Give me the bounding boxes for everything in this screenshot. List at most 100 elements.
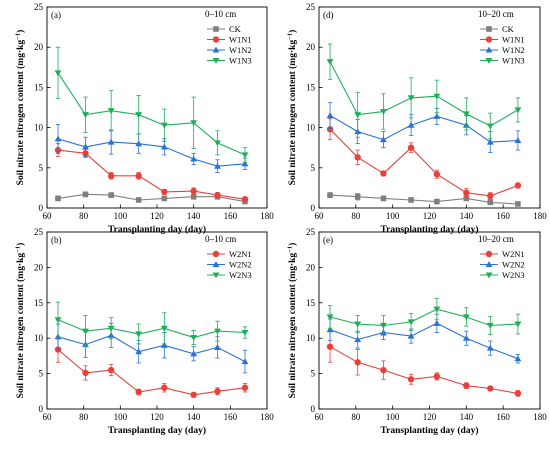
data-point-3 <box>407 121 415 128</box>
depth-label: 0–10 cm <box>205 9 236 19</box>
x-tick-label: 60 <box>315 211 325 221</box>
legend-label: W1N1 <box>502 35 525 45</box>
data-point-2 <box>380 366 387 374</box>
y-tick-label: 20 <box>306 42 316 52</box>
data-point-1 <box>354 321 362 328</box>
data-point-0 <box>326 343 334 350</box>
x-tick-label: 140 <box>187 211 201 221</box>
y-tick-label: 25 <box>306 2 316 12</box>
data-point-3 <box>407 144 415 151</box>
data-point-3 <box>407 95 415 102</box>
data-point-7 <box>241 195 249 203</box>
data-point-4 <box>433 93 441 100</box>
y-axis-title-main: Soil nitrate nitrogen content (mg·kg <box>287 40 298 186</box>
data-point-4 <box>160 143 168 150</box>
panel-label: (d) <box>323 10 334 20</box>
depth-label: 10–20 cm <box>478 234 514 244</box>
data-point-legend-3 <box>212 57 220 64</box>
data-point-4 <box>433 306 441 313</box>
data-point-6 <box>214 328 221 335</box>
data-point-3 <box>135 388 142 396</box>
x-axis: 60 80 100 120 140 160 180 <box>43 405 274 422</box>
series-line <box>329 115 518 143</box>
series-CK <box>55 191 248 205</box>
data-point-5 <box>190 334 198 341</box>
data-point-2 <box>107 108 115 115</box>
y-tick-label: 5 <box>39 369 44 379</box>
y-tick-label: 25 <box>34 2 44 12</box>
y-axis-title-sup: −1 <box>287 246 294 253</box>
y-axis-title-tail: ) <box>287 243 298 246</box>
data-point-legend-1 <box>485 36 493 43</box>
data-point-3 <box>135 172 142 180</box>
x-tick-label: 160 <box>224 211 238 221</box>
y-tick-label: 10 <box>34 123 44 133</box>
data-point-7 <box>514 107 522 114</box>
x-tick-label: 160 <box>496 211 510 221</box>
series-line <box>330 194 518 205</box>
series-line <box>57 149 246 200</box>
data-point-6 <box>486 344 494 351</box>
data-point-7 <box>514 355 522 362</box>
series-W2N3 <box>54 301 249 348</box>
data-point-legend-1 <box>485 261 493 268</box>
legend-label: CK <box>502 24 515 34</box>
data-point-6 <box>214 388 221 395</box>
data-point-legend-3 <box>485 57 493 64</box>
data-point-4 <box>433 112 441 119</box>
data-point-4 <box>160 325 168 332</box>
data-point-legend-0 <box>212 250 220 258</box>
y-axis-title-tail: ) <box>287 30 298 33</box>
x-tick-label: 180 <box>260 412 274 422</box>
x-tick-label: 100 <box>386 211 400 221</box>
series-W1N3 <box>326 43 522 140</box>
data-point-legend-2 <box>212 272 220 279</box>
x-tick-label: 100 <box>386 412 400 422</box>
series-line <box>329 61 519 127</box>
data-point-2 <box>380 170 387 177</box>
y-tick-label: 10 <box>306 123 316 133</box>
data-point-legend-1 <box>212 261 220 268</box>
data-point-1 <box>82 112 89 119</box>
legend-label: CK <box>229 24 242 34</box>
data-point-1 <box>354 359 361 366</box>
data-point-4 <box>160 122 168 129</box>
data-point-5 <box>190 193 197 200</box>
legend-label: W1N2 <box>229 45 252 55</box>
y-tick-label: 20 <box>34 42 44 52</box>
data-point-3 <box>135 112 143 119</box>
x-tick-label: 160 <box>224 412 238 422</box>
data-point-2 <box>107 172 115 180</box>
y-tick-label: 0 <box>311 404 316 414</box>
y-axis-title: Soil nitrate nitrogen content (mg·kg−1) <box>15 30 27 186</box>
data-point-3 <box>408 197 414 203</box>
x-tick-label: 120 <box>150 412 164 422</box>
data-point-0 <box>54 135 62 142</box>
series-line <box>329 308 518 327</box>
data-point-7 <box>241 329 249 336</box>
data-point-legend-0 <box>213 26 219 32</box>
x-axis-title: Transplanting day (day) <box>108 425 206 436</box>
series-line <box>57 193 246 203</box>
data-point-4 <box>160 341 168 348</box>
y-tick-label: 15 <box>306 298 316 308</box>
data-point-4 <box>433 319 441 326</box>
data-point-0 <box>326 326 334 333</box>
data-point-4 <box>433 171 441 178</box>
x-tick-label: 80 <box>79 211 89 221</box>
data-point-6 <box>214 191 221 199</box>
series-W1N1 <box>326 118 522 200</box>
depth-label: 10–20 cm <box>478 9 514 19</box>
x-tick-label: 60 <box>43 211 53 221</box>
y-axis-title-main: Soil nitrate nitrogen content (mg·kg <box>15 40 26 186</box>
data-point-7 <box>514 182 522 189</box>
data-point-1 <box>82 191 89 198</box>
series-W1N1 <box>54 143 249 203</box>
x-tick-label: 80 <box>79 412 89 422</box>
data-point-7 <box>241 384 249 391</box>
x-tick-label: 140 <box>460 211 474 221</box>
data-point-5 <box>462 334 470 341</box>
